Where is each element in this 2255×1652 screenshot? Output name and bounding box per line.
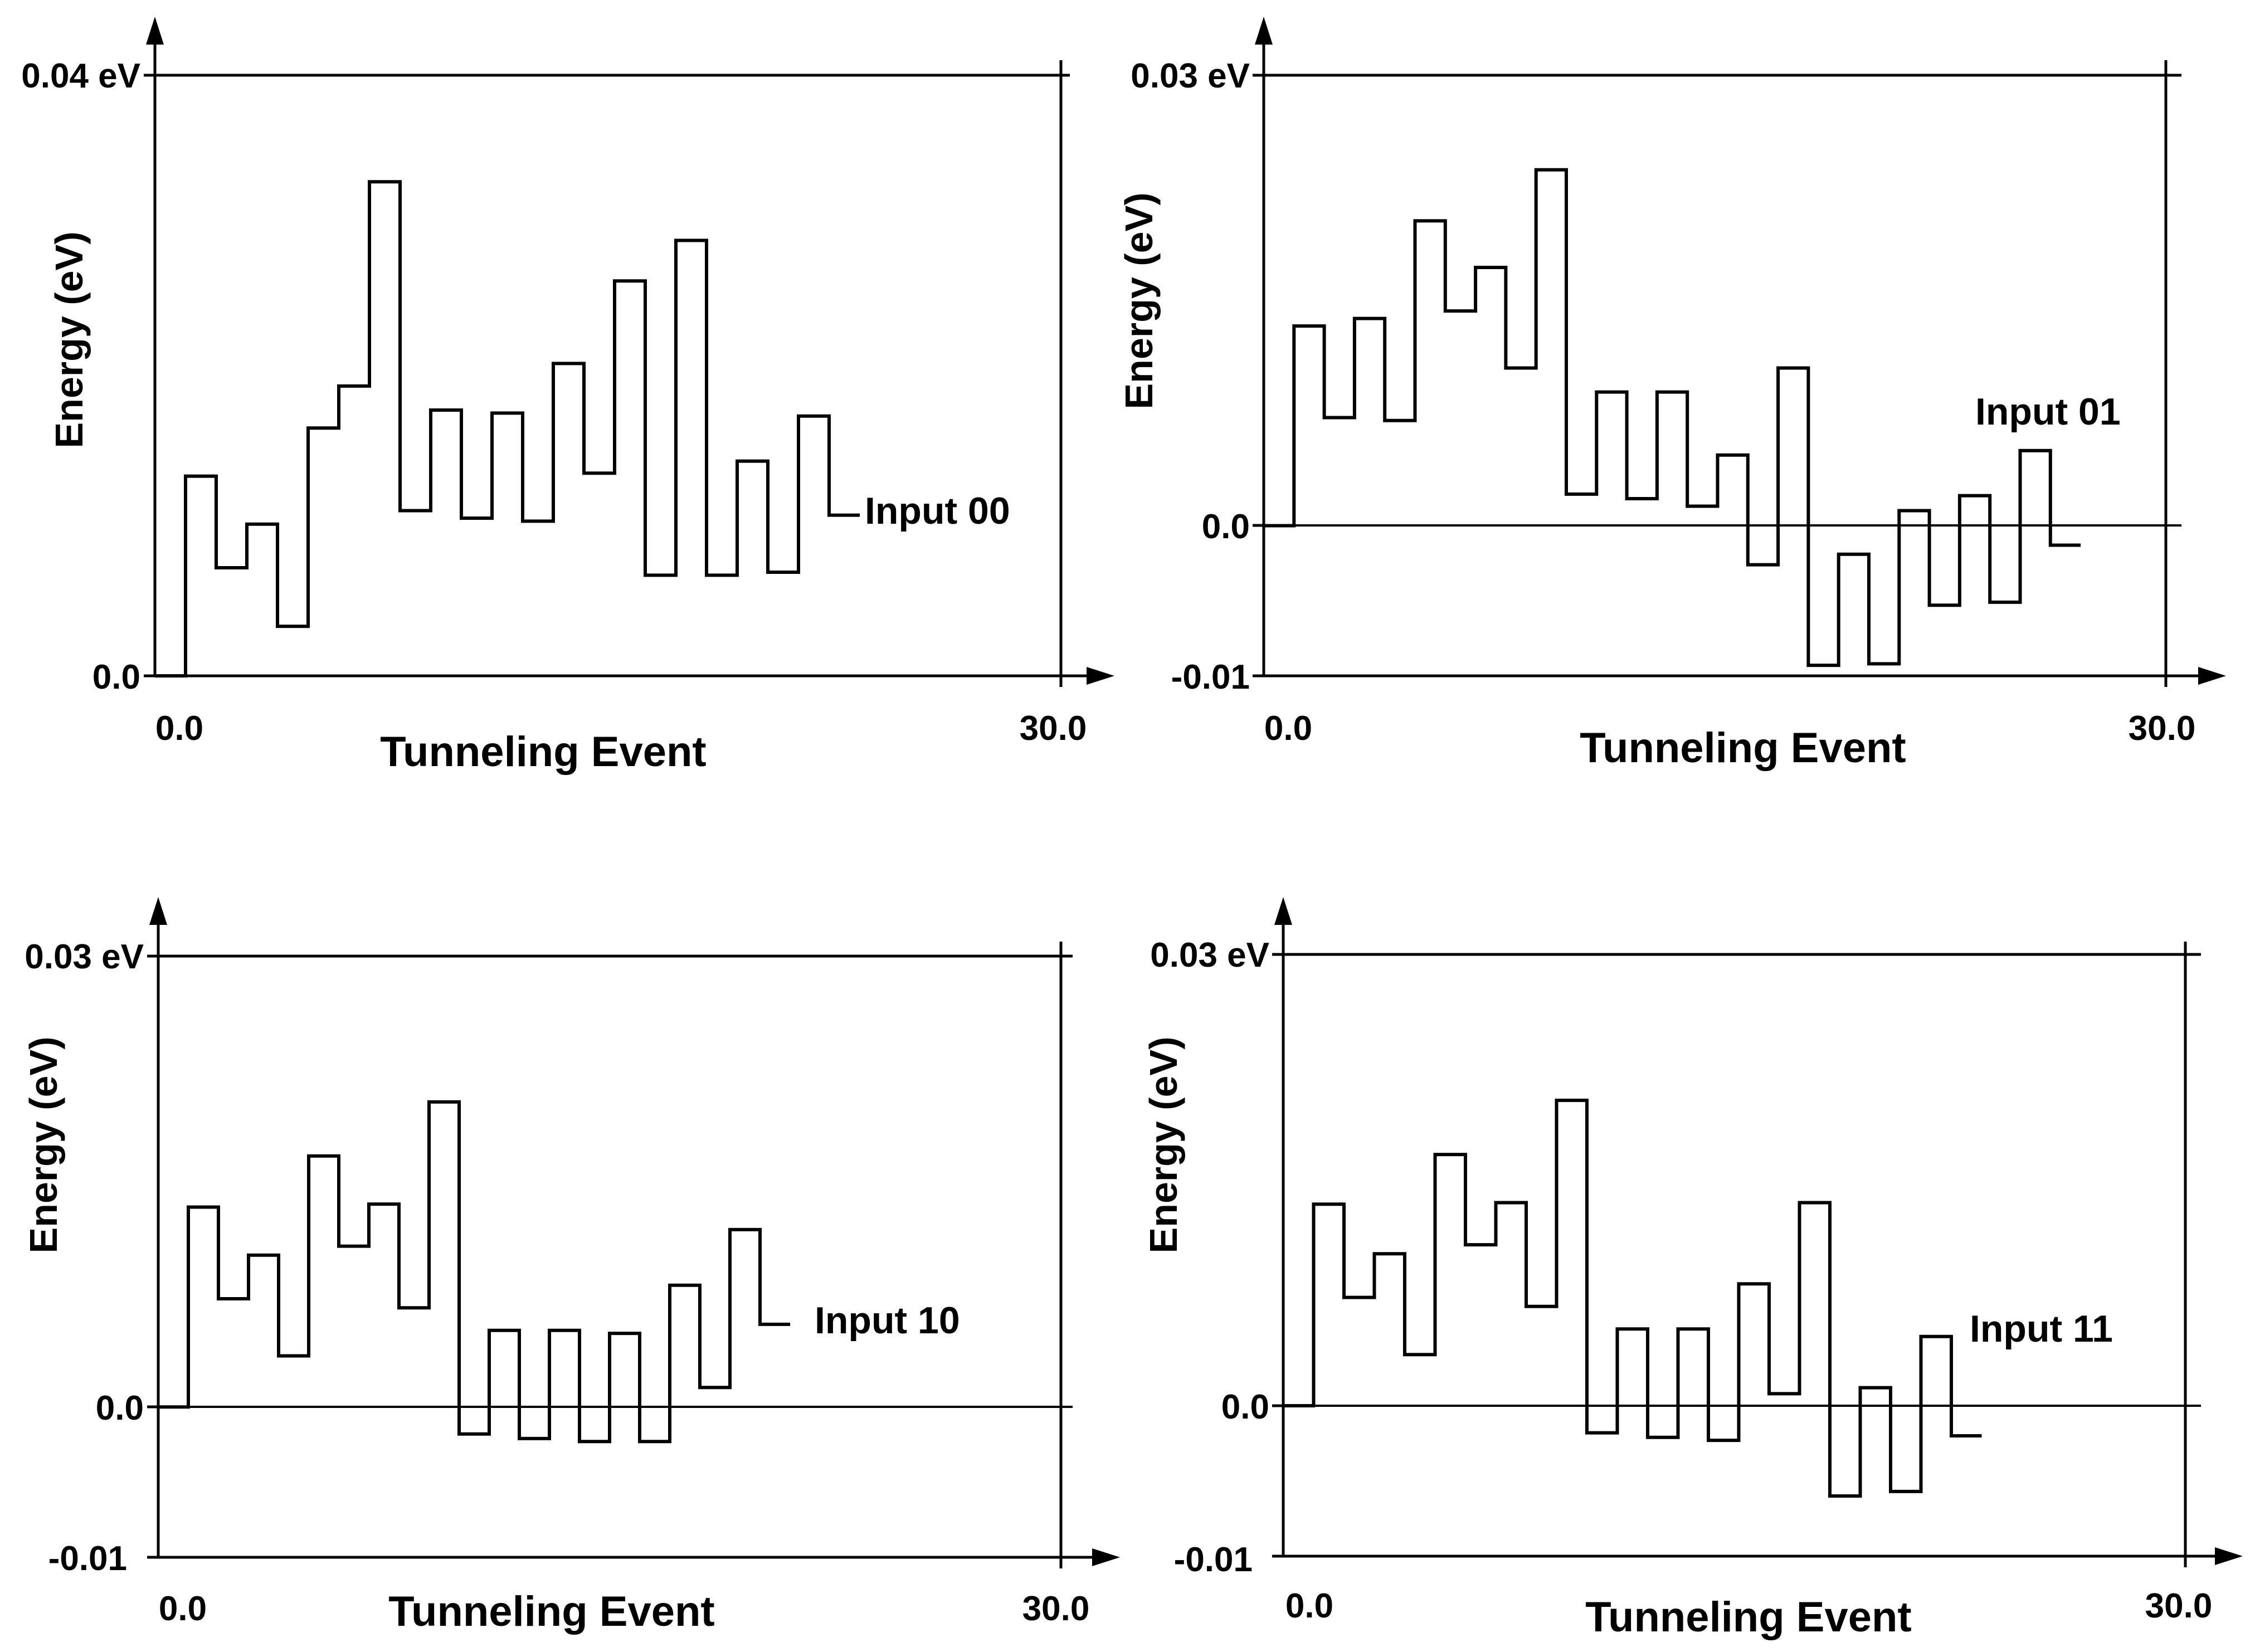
x-tick-label-end: 30.0 (1020, 709, 1087, 748)
panel-input-10: 0.03 eV 0.0 -0.01 0.0 30.0 Tunneling Eve… (22, 897, 1120, 1635)
y-tick-label-zero: 0.0 (96, 1389, 144, 1427)
y-axis-label: Energy (eV) (47, 232, 91, 449)
series-line-input-11 (1283, 1098, 1982, 1498)
y-axis-label: Energy (eV) (22, 1037, 65, 1254)
x-axis-label: Tunneling Event (388, 1588, 714, 1635)
panel-input-00: 0.04 eV 0.0 0.0 30.0 Tunneling Event Ene… (21, 17, 1114, 776)
panel-input-01: 0.03 eV 0.0 -0.01 0.0 30.0 Tunneling Eve… (1117, 17, 2226, 772)
y-tick-label-top: 0.04 eV (21, 57, 140, 95)
y-tick-label-zero: 0.0 (92, 658, 140, 696)
x-tick-label-end: 30.0 (1022, 1590, 1090, 1628)
x-axis-arrow-icon (2198, 667, 2226, 685)
x-tick-label-end: 30.0 (2145, 1587, 2213, 1625)
y-tick-label-bottom: -0.01 (1174, 1541, 1253, 1579)
panel-input-11: 0.03 eV 0.0 -0.01 0.0 30.0 Tunneling Eve… (1142, 897, 2243, 1641)
x-tick-label-start: 0.0 (159, 1590, 207, 1628)
series-line-input-01 (1264, 168, 2081, 667)
series-label-input-00: Input 00 (865, 490, 1010, 532)
y-tick-label-zero: 0.0 (1221, 1388, 1269, 1426)
x-axis-arrow-icon (2215, 1547, 2243, 1565)
x-axis-arrow-icon (1092, 1548, 1120, 1566)
x-tick-label-start: 0.0 (1264, 709, 1312, 748)
y-axis-arrow-icon (146, 17, 164, 45)
x-tick-label-start: 0.0 (1285, 1587, 1333, 1625)
series-line-input-00 (155, 180, 860, 678)
x-tick-label-end: 30.0 (2129, 709, 2196, 748)
y-tick-label-zero: 0.0 (1202, 508, 1250, 546)
y-tick-label-top: 0.03 eV (1150, 936, 1269, 974)
y-axis-label: Energy (eV) (1142, 1037, 1185, 1254)
series-label-input-10: Input 10 (815, 1299, 960, 1342)
y-axis-label: Energy (eV) (1117, 193, 1161, 410)
x-axis-label: Tunneling Event (1585, 1593, 1911, 1641)
y-axis-arrow-icon (1274, 897, 1292, 925)
x-tick-label-start: 0.0 (155, 709, 203, 748)
x-axis-arrow-icon (1087, 667, 1114, 685)
y-tick-label-bottom: -0.01 (48, 1539, 127, 1578)
y-axis-arrow-icon (1255, 17, 1273, 45)
series-label-input-01: Input 01 (1975, 391, 2121, 433)
x-axis-label: Tunneling Event (1580, 724, 1906, 772)
y-tick-label-top: 0.03 eV (1131, 57, 1250, 95)
y-axis-arrow-icon (149, 897, 167, 925)
y-tick-label-bottom: -0.01 (1171, 658, 1250, 696)
series-label-input-11: Input 11 (1970, 1308, 2113, 1350)
y-tick-label-top: 0.03 eV (25, 938, 144, 976)
series-line-input-10 (158, 1100, 790, 1444)
x-axis-label: Tunneling Event (380, 728, 706, 776)
